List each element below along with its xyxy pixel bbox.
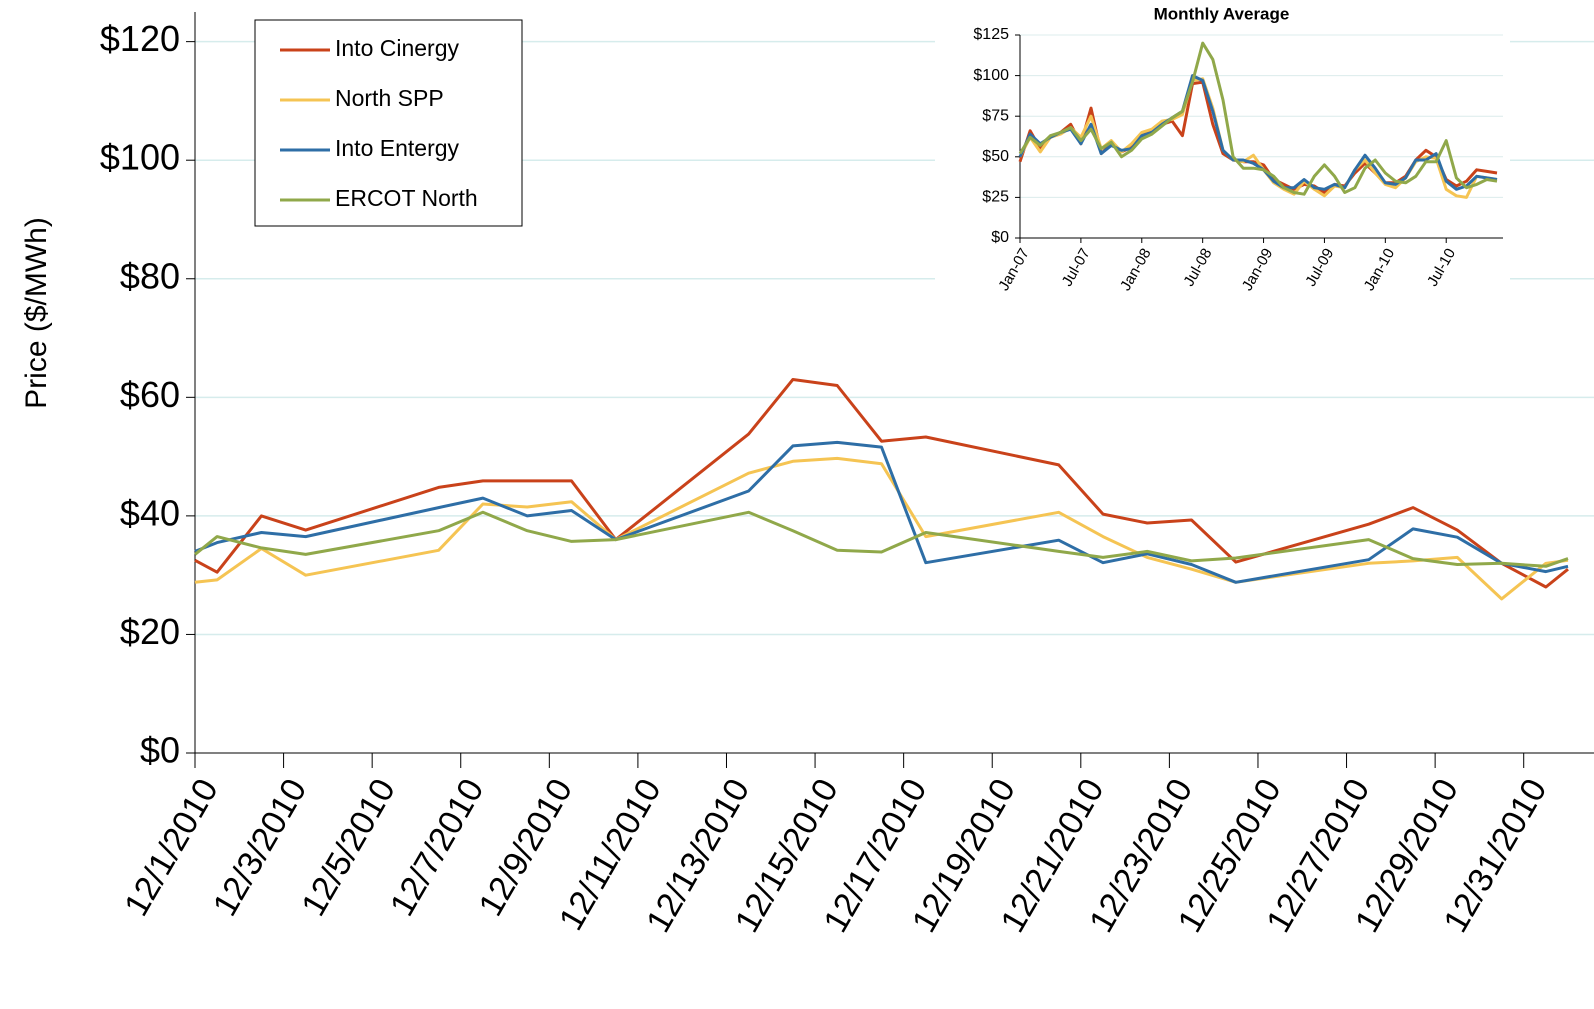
y-tick-label: $20 xyxy=(120,611,180,652)
legend: Into Cinergy North SPP Into Entergy ERCOT N… xyxy=(254,19,523,227)
series-line xyxy=(1018,41,1498,196)
y-tick-label: $125 xyxy=(973,26,1009,43)
chart-title: Monthly Average xyxy=(1154,4,1290,23)
series-line xyxy=(194,510,1569,568)
y-tick-label: $25 xyxy=(982,189,1009,206)
y-tick-label: $0 xyxy=(140,730,180,771)
y-tick-label: $120 xyxy=(100,18,180,59)
legend-label: Into Cinergy xyxy=(335,35,460,61)
legend-label: ERCOT North xyxy=(335,185,478,211)
y-tick-label: $50 xyxy=(982,148,1009,165)
y-axis-label: Price ($/MWh) xyxy=(20,217,53,409)
series-line xyxy=(194,456,1569,601)
legend-box xyxy=(254,19,523,227)
y-tick-label: $0 xyxy=(991,229,1009,246)
y-tick-label: $75 xyxy=(982,107,1009,124)
legend-label: North SPP xyxy=(335,85,444,111)
series-line xyxy=(1018,74,1498,191)
series-line xyxy=(194,440,1569,584)
y-tick-label: $100 xyxy=(100,137,180,178)
y-tick-label: $80 xyxy=(120,255,180,296)
series-line xyxy=(194,378,1569,589)
y-tick-label: $100 xyxy=(973,67,1009,84)
y-tick-label: $60 xyxy=(120,374,180,415)
y-tick-label: $40 xyxy=(120,492,180,533)
inset-background xyxy=(935,0,1510,340)
legend-label: Into Entergy xyxy=(335,135,460,161)
